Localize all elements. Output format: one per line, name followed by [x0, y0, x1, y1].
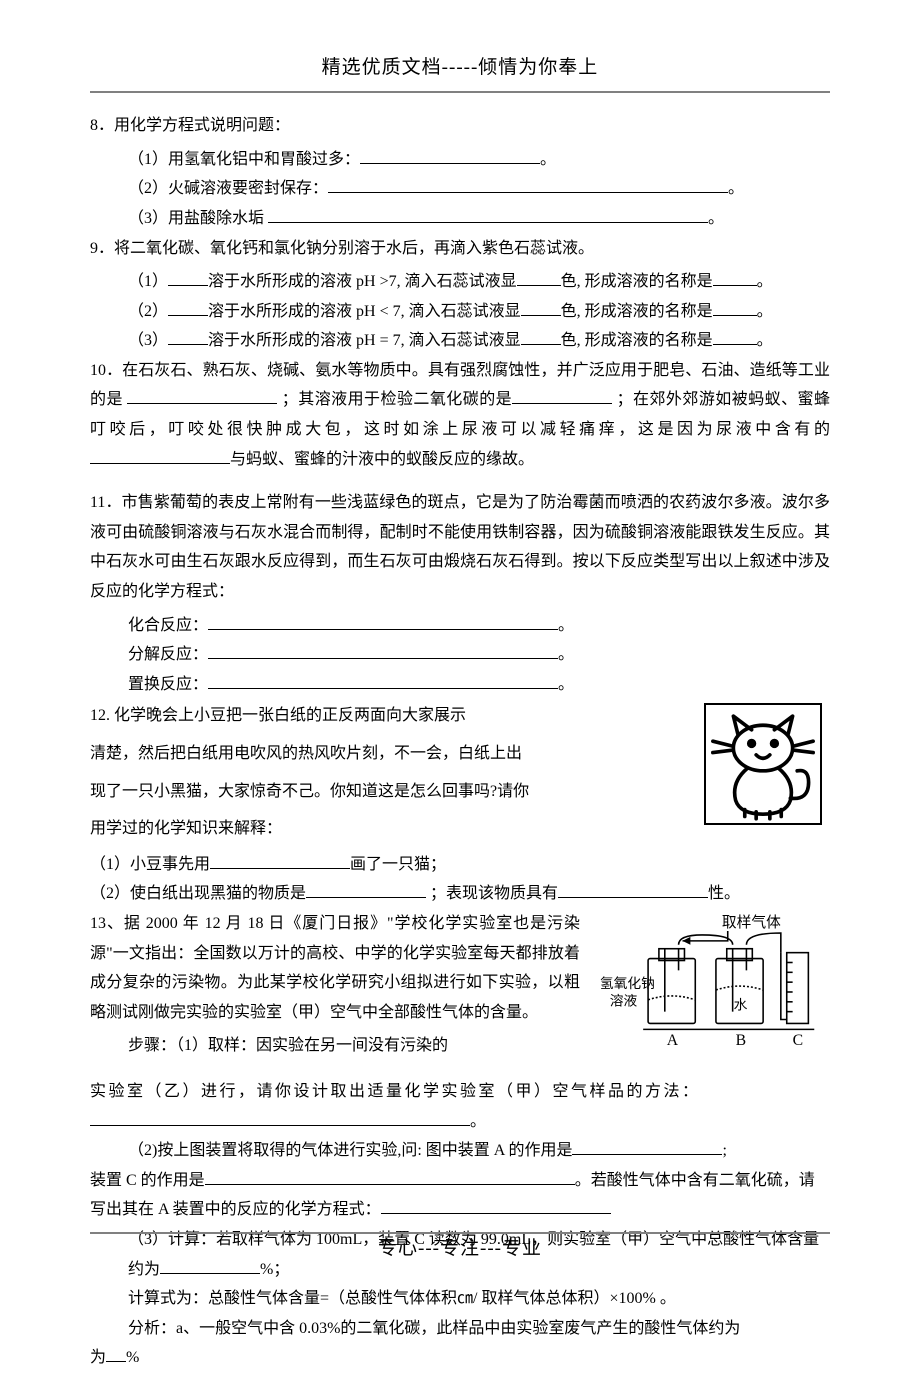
q8-p1-blank[interactable]: [360, 146, 540, 164]
q12-p2b: ；表现该物质具有: [426, 885, 558, 902]
q13-s5a: 分析：a、一般空气中含 0.03%的二氧化碳，此样品中由实验室废气产生的酸性气体…: [128, 1320, 740, 1337]
q9-p2c: 色, 形成溶液的名称是: [561, 303, 713, 320]
q8-p2-text: （2）火碱溶液要密封保存：: [128, 180, 328, 197]
q8-stem: 8．用化学方程式说明问题：: [90, 111, 830, 141]
page-header: 精选优质文档-----倾情为你奉上: [90, 50, 830, 93]
q9-p2-blank3[interactable]: [713, 298, 757, 316]
apparatus-title: 取样气体: [722, 914, 781, 931]
apparatus-left-label2: 溶液: [610, 994, 638, 1009]
q10-blank1[interactable]: [127, 387, 277, 405]
q10-b: ；其溶液用于检验二氧化碳的是: [277, 391, 512, 408]
q11-r3-end: 。: [558, 676, 574, 693]
q9-p2a: （2）: [128, 303, 168, 320]
q12-p2-blank2[interactable]: [558, 881, 708, 899]
q8-p2-end: 。: [728, 180, 744, 197]
q8-p3-end: 。: [708, 210, 724, 227]
q13-s1c: 。: [470, 1113, 486, 1130]
q13-step2: （2)按上图装置将取得的气体进行实验,问: 图中装置 A 的作用是;: [90, 1136, 830, 1166]
q13-s2c: 装置 C 的作用是: [90, 1172, 205, 1189]
q13-s5b: %: [126, 1349, 139, 1366]
q9-p1b: 溶于水所形成的溶液 pH >7, 滴入石蕊试液显: [208, 273, 517, 290]
q11-r2-blank[interactable]: [208, 642, 558, 660]
q9-p1-blank2[interactable]: [517, 269, 561, 287]
q12-p1-blank[interactable]: [210, 851, 350, 869]
q12-p2c: 性。: [708, 885, 740, 902]
q11-r1-end: 。: [558, 617, 574, 634]
q8-p1-end: 。: [540, 151, 556, 168]
q11-r3-label: 置换反应：: [128, 676, 208, 693]
q9-p3-blank2[interactable]: [521, 328, 561, 346]
q11-r2: 分解反应： 。: [90, 640, 830, 670]
q13-step5: 分析：a、一般空气中含 0.03%的二氧化碳，此样品中由实验室废气产生的酸性气体…: [90, 1314, 830, 1344]
q9-p3d: 。: [757, 332, 773, 349]
q11-r1: 化合反应： 。: [90, 611, 830, 641]
q8-part1: （1）用氢氧化铝中和胃酸过多： 。: [90, 145, 830, 175]
q9-p1d: 。: [757, 273, 773, 290]
q9-part3: （3） 溶于水所形成的溶液 pH = 7, 滴入石蕊试液显 色, 形成溶液的名称是 。: [90, 326, 830, 356]
cat-illustration: [704, 703, 822, 825]
q10-blank2[interactable]: [512, 387, 612, 405]
q11-r3: 置换反应： 。: [90, 670, 830, 700]
q9-p3a: （3）: [128, 332, 168, 349]
apparatus-left-label: 氢氧化钠: [600, 976, 655, 991]
q9-stem: 9．将二氧化碳、氧化钙和氯化钠分别溶于水后，再滴入紫色石蕊试液。: [90, 234, 830, 264]
q13-s5-blank[interactable]: [106, 1345, 126, 1363]
q13-s1b-text: 实验室（乙）进行，请你设计取出适量化学实验室（甲）空气样品的方法：: [90, 1083, 701, 1100]
q8-p2-blank[interactable]: [328, 176, 728, 194]
q9-p2d: 。: [757, 303, 773, 320]
q13-step5b: 为%: [90, 1343, 830, 1373]
q9-p3-blank1[interactable]: [168, 328, 208, 346]
apparatus-diagram: 取样气体 氢氧化钠: [594, 913, 830, 1069]
q9-p3-blank3[interactable]: [713, 328, 757, 346]
q13-s2-blank3[interactable]: [381, 1197, 611, 1215]
q10-blank3[interactable]: [90, 446, 230, 464]
q8-p3-text: （3）用盐酸除水垢: [128, 210, 268, 227]
q11-r3-blank[interactable]: [208, 671, 558, 689]
apparatus-label-b: B: [736, 1032, 746, 1049]
q9-p1a: （1）: [128, 273, 168, 290]
apparatus-label-c: C: [793, 1032, 803, 1049]
q13-s1-blank[interactable]: [90, 1108, 470, 1126]
q11-r2-end: 。: [558, 646, 574, 663]
q9-p3b: 溶于水所形成的溶液 pH = 7, 滴入石蕊试液显: [208, 332, 521, 349]
q10-d: 与蚂蚁、蜜蜂的汁液中的蚁酸反应的缘故。: [230, 451, 534, 468]
q11-r2-label: 分解反应：: [128, 646, 208, 663]
q13-step1b: 实验室（乙）进行，请你设计取出适量化学实验室（甲）空气样品的方法： 。: [90, 1077, 830, 1136]
apparatus-water-label: 水: [734, 998, 748, 1013]
q8-p1-text: （1）用氢氧化铝中和胃酸过多：: [128, 151, 360, 168]
apparatus-label-a: A: [667, 1032, 679, 1049]
q13-s2-blank2[interactable]: [205, 1167, 575, 1185]
q12-p1a: （1）小豆事先用: [90, 856, 210, 873]
q13-s2a: （2)按上图装置将取得的气体进行实验,问: 图中装置 A 的作用是: [128, 1142, 572, 1159]
q12-p1b: 画了一只猫；: [350, 856, 446, 873]
q9-part1: （1） 溶于水所形成的溶液 pH >7, 滴入石蕊试液显 色, 形成溶液的名称是 。: [90, 267, 830, 297]
q8-part3: （3）用盐酸除水垢 。: [90, 204, 830, 234]
q11-r1-label: 化合反应：: [128, 617, 208, 634]
q10: 10．在石灰石、熟石灰、烧碱、氨水等物质中。具有强烈腐蚀性，并广泛应用于肥皂、石…: [90, 356, 830, 474]
q9-p3c: 色, 形成溶液的名称是: [561, 332, 713, 349]
q9-p1-blank1[interactable]: [168, 269, 208, 287]
q8-p3-blank[interactable]: [268, 205, 708, 223]
q12-part2: （2）使白纸出现黑猫的物质是 ；表现该物质具有 性。: [90, 879, 830, 909]
q13-s2-blank1[interactable]: [572, 1138, 722, 1156]
q13-step4: 计算式为：总酸性气体含量=（总酸性气体体积㎝/ 取样气体总体积）×100% 。: [90, 1284, 830, 1314]
q12-p2a: （2）使白纸出现黑猫的物质是: [90, 885, 306, 902]
q9-p2-blank1[interactable]: [168, 298, 208, 316]
q12-part1: （1）小豆事先用 画了一只猫；: [90, 850, 830, 880]
q11-stem: 11．市售紫葡萄的表皮上常附有一些浅蓝绿色的斑点，它是为了防治霉菌而喷洒的农药波…: [90, 488, 830, 606]
q9-p1-blank3[interactable]: [713, 269, 757, 287]
q9-p2-blank2[interactable]: [521, 298, 561, 316]
q12-p2-blank1[interactable]: [306, 881, 426, 899]
q13-s2b: ;: [722, 1142, 726, 1159]
q8-part2: （2）火碱溶液要密封保存： 。: [90, 174, 830, 204]
q13-step2b: 装置 C 的作用是。若酸性气体中含有二氧化硫，请写出其在 A 装置中的反应的化学…: [90, 1166, 830, 1225]
q9-p2b: 溶于水所形成的溶液 pH < 7, 滴入石蕊试液显: [208, 303, 521, 320]
q9-p1c: 色, 形成溶液的名称是: [561, 273, 713, 290]
page-footer: 专心---专注---专业: [0, 1225, 920, 1266]
q9-part2: （2） 溶于水所形成的溶液 pH < 7, 滴入石蕊试液显 色, 形成溶液的名称是 。: [90, 297, 830, 327]
q11-r1-blank[interactable]: [208, 612, 558, 630]
